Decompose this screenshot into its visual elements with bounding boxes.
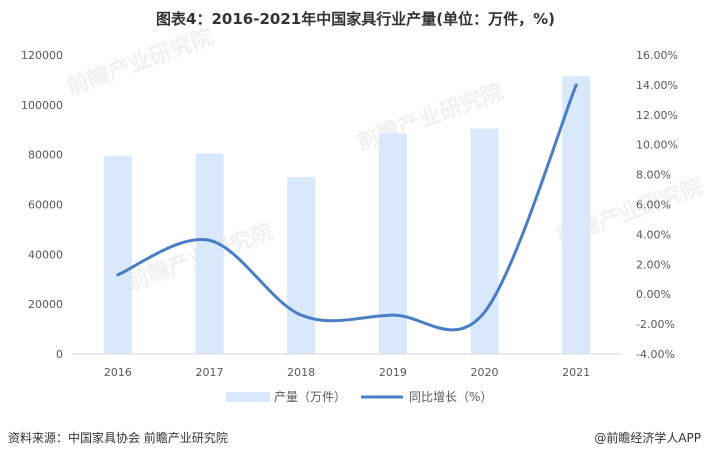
right-axis-ticks: -4.00% -2.00% 0.00% 2.00% 4.00% 6.00% 8.00% 10.… <box>636 49 678 361</box>
growth-line <box>116 83 578 332</box>
x-tick-label: 2019 <box>379 366 407 379</box>
left-tick-label: 60000 <box>28 199 63 212</box>
left-axis-ticks: 0 20000 40000 60000 80000 100000 120000 <box>21 49 63 361</box>
right-tick-label: 14.00% <box>636 79 678 92</box>
source-note: 资料来源：中国家具协会 前瞻产业研究院 <box>8 431 228 445</box>
left-tick-label: 20000 <box>28 298 63 311</box>
bar-2016 <box>103 155 132 354</box>
x-tick-label: 2018 <box>287 366 315 379</box>
right-tick-label: -4.00% <box>636 348 675 361</box>
right-tick-label: 10.00% <box>636 139 678 152</box>
legend: 产量（万件） 同比增长（%） <box>226 390 492 404</box>
left-tick-label: 40000 <box>28 248 63 261</box>
left-tick-label: 120000 <box>21 49 63 62</box>
brand-credit: @前瞻经济学人APP <box>594 431 701 445</box>
x-tick-label: 2021 <box>562 366 590 379</box>
right-tick-label: 12.00% <box>636 109 678 122</box>
bar-series <box>103 76 591 354</box>
legend-line-label: 同比增长（%） <box>409 390 492 404</box>
watermark-text: 前瞻产业研究院 <box>63 24 217 101</box>
left-tick-label: 100000 <box>21 99 63 112</box>
right-tick-label: -2.00% <box>636 318 675 331</box>
x-axis-ticks: 2016 2017 2018 2019 2020 2021 <box>104 366 590 379</box>
left-tick-label: 80000 <box>28 149 63 162</box>
bar-2021 <box>562 76 591 354</box>
x-tick-label: 2016 <box>104 366 132 379</box>
x-tick-label: 2017 <box>196 366 224 379</box>
right-tick-label: 6.00% <box>636 199 671 212</box>
legend-bar-swatch <box>226 392 270 402</box>
legend-bar-label: 产量（万件） <box>274 390 346 404</box>
right-tick-label: 16.00% <box>636 49 678 62</box>
bar-2019 <box>378 133 407 354</box>
right-tick-label: 4.00% <box>636 228 671 241</box>
right-tick-label: 2.00% <box>636 258 671 271</box>
left-tick-label: 0 <box>56 348 63 361</box>
chart-title: 图表4：2016-2021年中国家具行业产量(单位：万件，%) <box>156 10 555 28</box>
bar-2020 <box>470 128 499 354</box>
x-tick-label: 2020 <box>471 366 499 379</box>
right-tick-label: 0.00% <box>636 288 671 301</box>
right-tick-label: 8.00% <box>636 169 671 182</box>
bar-2017 <box>195 153 224 354</box>
bar-2018 <box>287 177 316 354</box>
